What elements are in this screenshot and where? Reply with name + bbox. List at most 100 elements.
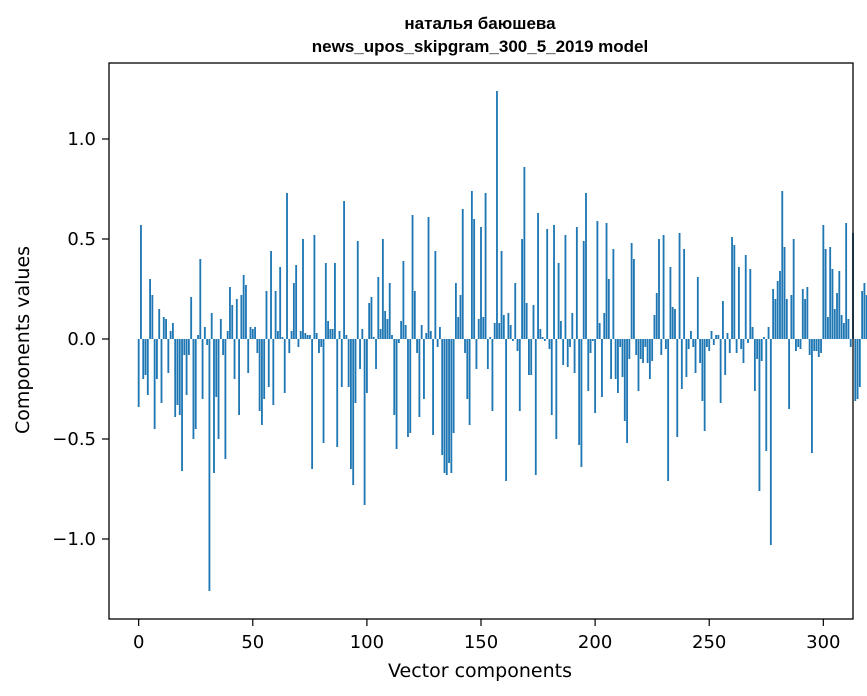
bar-203 [601,339,603,397]
bar-156 [493,323,496,339]
bar-271 [756,339,759,359]
bar-224 [648,339,651,379]
bar-289 [797,339,800,347]
bar-162 [507,313,510,339]
bar-235 [674,309,676,339]
bar-176 [539,329,542,339]
bar-48 [247,339,250,373]
bar-124 [420,325,423,339]
bar-15 [171,323,174,339]
bar-10 [160,339,163,403]
bar-299 [820,339,822,353]
bar-189 [569,339,571,347]
bar-316 [858,339,861,387]
bar-255 [719,339,722,403]
bar-227 [655,293,658,339]
bar-114 [397,339,400,343]
bar-171 [528,339,530,375]
bar-4 [146,339,149,395]
bar-293 [806,287,809,339]
bar-167 [518,339,521,411]
bar-198 [589,339,592,353]
bar-52 [256,339,259,353]
bar-111 [391,335,393,339]
bar-228 [658,239,660,339]
bar-314 [854,339,857,401]
bar-143 [464,339,466,353]
bar-312 [849,339,852,347]
bar-319 [865,295,867,339]
bar-163 [509,325,512,339]
bar-129 [432,339,434,435]
bar-100 [365,339,368,393]
bar-287 [792,239,795,339]
bar-60 [274,291,277,339]
bar-140 [457,317,460,339]
bar-57 [267,339,270,387]
bar-260 [731,237,733,339]
bar-138 [452,339,455,433]
bar-104 [375,339,377,369]
bar-85 [331,329,334,339]
bar-67 [290,331,293,339]
bar-81 [322,339,325,443]
bar-134 [443,339,446,473]
bar-248 [703,339,706,431]
bar-88 [338,331,341,339]
bar-121 [413,291,416,339]
bar-79 [318,339,320,353]
bar-28 [201,339,204,399]
bar-42 [233,339,236,379]
bar-112 [393,339,396,415]
bar-258 [726,333,729,339]
bar-45 [240,295,243,339]
bar-3 [144,339,147,375]
bar-241 [687,339,690,349]
bar-298 [817,339,820,357]
bar-87 [336,339,339,447]
bar-14 [169,331,172,339]
bar-17 [176,339,179,405]
bar-165 [514,283,517,339]
bar-278 [772,289,775,339]
bar-201 [596,221,599,339]
bar-181 [550,339,553,415]
bar-107 [381,239,384,339]
bar-154 [489,337,492,339]
bar-160 [502,315,505,339]
bar-272 [758,339,761,491]
bar-116 [402,261,405,339]
bar-108 [384,311,387,339]
bar-142 [461,209,464,339]
bar-275 [765,339,768,451]
bar-269 [751,327,754,339]
bar-40 [229,287,231,339]
bar-46 [242,275,245,339]
bar-215 [628,339,631,359]
bar-217 [633,259,635,339]
bar-194 [580,339,583,467]
bar-206 [607,279,610,339]
y-tick-label: 1.0 [67,129,96,150]
bar-9 [158,309,161,339]
bar-12 [165,319,167,339]
bar-251 [710,331,713,339]
bar-252 [712,339,715,345]
bar-29 [203,327,206,339]
bar-266 [744,255,747,339]
bar-133 [441,339,444,455]
bar-188 [566,339,569,367]
bar-290 [799,339,802,349]
bar-1 [140,225,142,339]
bar-139 [454,283,457,339]
y-tick-label: −0.5 [52,429,96,450]
bar-56 [265,291,268,339]
bar-145 [468,339,471,425]
bar-161 [505,339,508,481]
bar-265 [742,339,745,363]
bar-281 [779,271,781,339]
bar-92 [347,339,350,387]
bar-236 [676,339,679,437]
bar-43 [235,299,238,339]
